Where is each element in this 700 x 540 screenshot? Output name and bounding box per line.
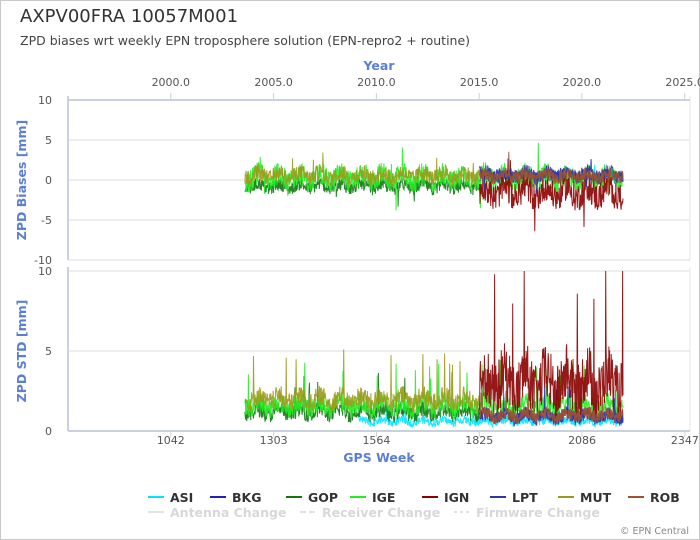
year-tick-label: 2005.0 [254, 76, 293, 89]
x-tick-label: 1564 [362, 434, 390, 447]
std-ytick-label: 10 [38, 265, 52, 278]
legend-label-rob: ROB [650, 490, 680, 505]
x-tick-label: 2347 [671, 434, 699, 447]
bias-series-rob [478, 151, 624, 196]
std-ytick-label: 5 [45, 345, 52, 358]
year-tick-label: 2010.0 [357, 76, 396, 89]
bias-ytick-label: 5 [45, 134, 52, 147]
year-tick-label: 2000.0 [152, 76, 191, 89]
std-series-mut [244, 349, 480, 413]
legend-label-bkg: BKG [232, 490, 261, 505]
x-axis-title-top: Year [363, 58, 396, 73]
legend-label-lpt: LPT [512, 490, 538, 505]
y-axis-title-biases: ZPD Biases [mm] [14, 120, 29, 240]
x-axis-title-bottom: GPS Week [343, 450, 415, 465]
year-tick-label: 2025.0 [665, 76, 700, 89]
legend-event-label: Firmware Change [476, 505, 600, 520]
year-tick-label: 2015.0 [460, 76, 499, 89]
credit-text: © EPN Central [620, 526, 689, 537]
std-ytick-label: 0 [45, 425, 52, 438]
legend-layer: ASI BKG GOP IGE IGN LPT MUT ROB Antenna Change Re… [148, 490, 680, 520]
legend-event-label: Antenna Change [170, 505, 286, 520]
bias-ytick-label: 0 [45, 174, 52, 187]
x-tick-label: 1303 [260, 434, 288, 447]
chart-subtitle: ZPD biases wrt weekly EPN troposphere so… [20, 33, 471, 48]
axis-layer: -10 -5 0 5 10 0 5 10 1042 1303 1564 1825 2086 2347 200… [14, 58, 700, 465]
legend-label-ige: IGE [372, 490, 395, 505]
year-tick-label: 2020.0 [563, 76, 602, 89]
x-tick-label: 1042 [157, 434, 185, 447]
bias-ytick-label: 10 [38, 94, 52, 107]
legend-label-ign: IGN [444, 490, 469, 505]
std-series-rob [478, 384, 624, 425]
legend-label-mut: MUT [580, 490, 612, 505]
x-tick-label: 2086 [568, 434, 596, 447]
bias-ytick-label: -10 [34, 254, 52, 267]
data-layer [244, 142, 624, 429]
y-axis-title-std: ZPD STD [mm] [14, 300, 29, 403]
chart-title: AXPV00FRA 10057M001 [20, 6, 239, 27]
std-series-ign [478, 270, 624, 422]
bias-series-mut [244, 152, 480, 187]
x-tick-label: 1825 [465, 434, 493, 447]
legend-label-asi: ASI [170, 490, 193, 505]
legend-event-label: Receiver Change [322, 505, 440, 520]
legend-label-gop: GOP [308, 490, 338, 505]
bias-ytick-label: -5 [41, 214, 52, 227]
